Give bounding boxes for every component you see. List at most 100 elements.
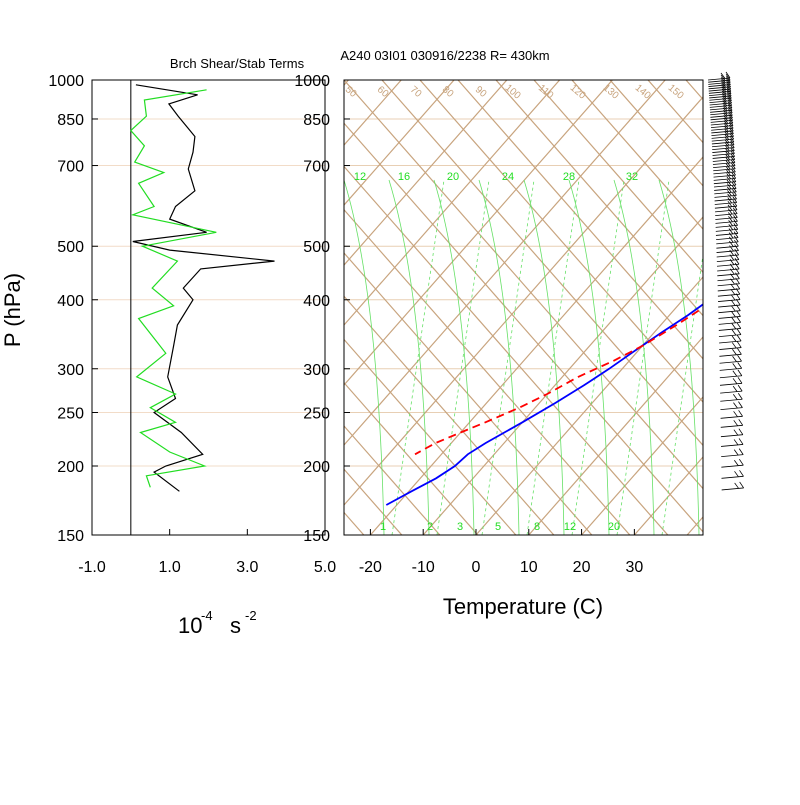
dewpoint-trace bbox=[414, 306, 703, 456]
wind-barb-shaft bbox=[708, 88, 731, 92]
right-panel-title: A240 03I01 030916/2238 R= 430km bbox=[340, 48, 549, 63]
wind-barb-flag bbox=[726, 176, 732, 183]
right-x-tick-label: -20 bbox=[359, 559, 382, 576]
svg-text:-2: -2 bbox=[245, 608, 257, 623]
wind-barb-shaft bbox=[720, 398, 743, 402]
wind-barb-flag bbox=[735, 287, 741, 295]
dry-adiabat-line bbox=[0, 80, 308, 558]
wind-barb-flag bbox=[737, 393, 743, 400]
wind-barb-flag bbox=[728, 236, 734, 243]
wind-barb-flag bbox=[733, 211, 738, 218]
wind-barb-shaft bbox=[716, 237, 739, 241]
wind-barb-shaft bbox=[716, 245, 739, 249]
wind-barb-shaft bbox=[711, 127, 734, 131]
dry-adiabat-label: 140 bbox=[633, 83, 653, 102]
wind-barb-flag bbox=[734, 248, 740, 256]
wind-barb-flag bbox=[735, 298, 741, 306]
wind-barb-flag bbox=[726, 87, 732, 94]
mixing-ratio-label: 32 bbox=[626, 171, 638, 183]
wind-barb-flag bbox=[733, 420, 739, 427]
wind-barb-shaft bbox=[710, 109, 733, 113]
wind-barb-flag bbox=[736, 322, 742, 329]
wind-barb-flag bbox=[737, 362, 743, 369]
wind-barb-flag bbox=[726, 169, 731, 176]
dry-adiabat-label: 90 bbox=[473, 84, 489, 100]
wind-barb-shaft bbox=[719, 360, 742, 364]
isotherm-line bbox=[581, 396, 703, 535]
wind-barb-shaft bbox=[708, 86, 731, 90]
temperature-trace bbox=[385, 303, 703, 506]
wind-barb-flag bbox=[728, 228, 734, 235]
wind-barb-flag bbox=[731, 329, 737, 336]
wind-barb-flag bbox=[730, 278, 735, 285]
wind-barb-flag bbox=[727, 208, 733, 215]
wind-barb-shaft bbox=[709, 93, 732, 97]
left-x-tick-label: 5.0 bbox=[314, 559, 336, 576]
wind-barb-flag bbox=[731, 335, 737, 342]
isotherm-line bbox=[0, 80, 296, 535]
wind-barb-flag bbox=[729, 240, 734, 247]
isotherm-line bbox=[633, 456, 703, 535]
dry-adiabat-label: 120 bbox=[568, 83, 588, 102]
wind-barb-flag bbox=[738, 401, 743, 408]
dry-adiabat-line bbox=[344, 165, 669, 535]
mixing-ratio-line bbox=[436, 179, 490, 535]
wind-barb-flag bbox=[733, 402, 738, 409]
wind-barb-flag bbox=[720, 77, 726, 84]
left-pressure-label: 1000 bbox=[48, 73, 84, 90]
wind-barb-shaft bbox=[711, 133, 734, 137]
wind-barb-shaft bbox=[714, 188, 737, 191]
wind-barb-shaft bbox=[709, 97, 732, 101]
wind-barb-flag bbox=[735, 282, 741, 290]
wind-barb-flag bbox=[732, 189, 737, 196]
dry-adiabat-line bbox=[762, 80, 800, 558]
dry-adiabat-line bbox=[495, 80, 703, 317]
wind-barb-flag bbox=[727, 200, 733, 207]
wind-barb-flag bbox=[732, 378, 738, 385]
wind-barb-flag bbox=[737, 377, 743, 384]
wind-barb-flag bbox=[723, 110, 728, 117]
wind-barb-shaft bbox=[708, 90, 731, 94]
left-pressure-labels: 1000 850 700 500 400 300 250 200 150 bbox=[48, 73, 98, 545]
wind-barb-shaft bbox=[713, 184, 737, 188]
dry-adiabat-line bbox=[344, 252, 593, 535]
wind-barb-flag bbox=[726, 173, 732, 180]
moist-adiabat-line bbox=[613, 179, 655, 535]
dry-adiabat-line bbox=[571, 80, 703, 230]
dry-adiabat-label: 80 bbox=[440, 84, 456, 100]
wind-barb-flag bbox=[732, 394, 738, 400]
wind-barb-shaft bbox=[713, 168, 736, 172]
wind-barb-flag bbox=[734, 459, 739, 466]
dry-adiabat-line bbox=[609, 80, 703, 187]
wind-barb-flag bbox=[726, 183, 732, 190]
wind-barb-shaft bbox=[721, 475, 744, 479]
wind-barb-flag bbox=[733, 231, 739, 238]
isotherm-line bbox=[793, 80, 800, 535]
wind-barb-flag bbox=[725, 145, 730, 152]
wind-barb-flag bbox=[731, 323, 737, 330]
left-pressure-label: 250 bbox=[57, 405, 84, 422]
wind-barb-flag bbox=[736, 304, 741, 311]
left-panel-title: Brch Shear/Stab Terms bbox=[170, 56, 305, 71]
thermo-background-lines bbox=[0, 80, 800, 558]
wind-barb-flag bbox=[731, 317, 736, 324]
wind-barb-flag bbox=[737, 384, 743, 392]
mixing-ratio-bottom-label: 20 bbox=[608, 521, 620, 533]
wind-barb-flag bbox=[723, 112, 728, 119]
wind-barb-flag bbox=[734, 239, 739, 247]
wind-barb-shaft bbox=[713, 171, 736, 175]
wind-barb-flag bbox=[729, 127, 734, 134]
wind-barb-flag bbox=[730, 283, 736, 290]
mixing-ratio-bottom-label: 8 bbox=[534, 521, 540, 533]
wind-barb-flag bbox=[725, 157, 731, 164]
isotherm-line bbox=[344, 80, 561, 326]
wind-barb-flag bbox=[728, 232, 734, 239]
pressure-axis-label: P (hPa) bbox=[0, 273, 25, 347]
isotherm-line bbox=[344, 96, 703, 506]
wind-barb-flag bbox=[734, 267, 740, 275]
wind-barb-flag bbox=[728, 119, 734, 126]
wind-barb-flag bbox=[732, 385, 738, 392]
dry-adiabat-line bbox=[533, 80, 703, 274]
left-pressure-label: 400 bbox=[57, 293, 84, 310]
wind-barb-shaft bbox=[719, 347, 742, 350]
